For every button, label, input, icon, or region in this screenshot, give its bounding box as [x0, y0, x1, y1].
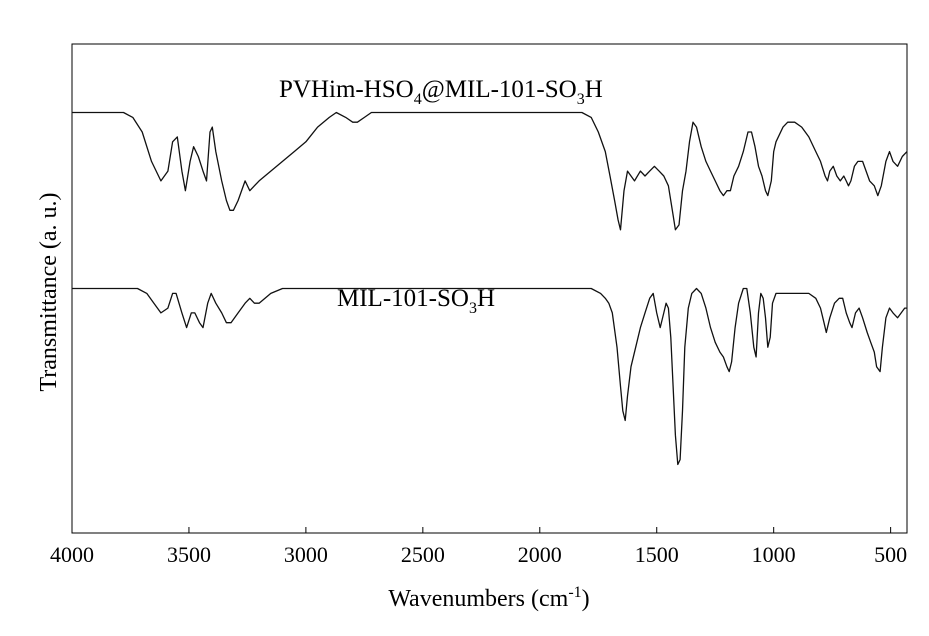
x-tick-label-500: 500 — [874, 542, 907, 567]
x-axis-ticks — [71, 527, 892, 533]
spectrum-pvhim-hso4-mil-101-so3h — [72, 111, 908, 231]
x-tick-label-3500: 3500 — [167, 542, 211, 567]
x-tick-label-1500: 1500 — [635, 542, 679, 567]
series-label-bottom: MIL-101-SO3H — [337, 285, 495, 317]
x-tick-label-1000: 1000 — [752, 542, 796, 567]
x-tick-label-2000: 2000 — [518, 542, 562, 567]
series-label-top: PVHim-HSO4@MIL-101-SO3H — [279, 76, 603, 108]
y-axis-title: Transmittance (a. u.) — [36, 192, 62, 391]
x-axis-tick-labels: 4000 3500 3000 2500 2000 1500 1000 500 — [50, 542, 907, 567]
x-tick-label-2500: 2500 — [401, 542, 445, 567]
x-tick-label-4000: 4000 — [50, 542, 94, 567]
x-tick-label-3000: 3000 — [284, 542, 328, 567]
x-axis-title: Wavenumbers (cm-1) — [388, 584, 589, 612]
spectrum-mil-101-so3h — [72, 287, 907, 466]
